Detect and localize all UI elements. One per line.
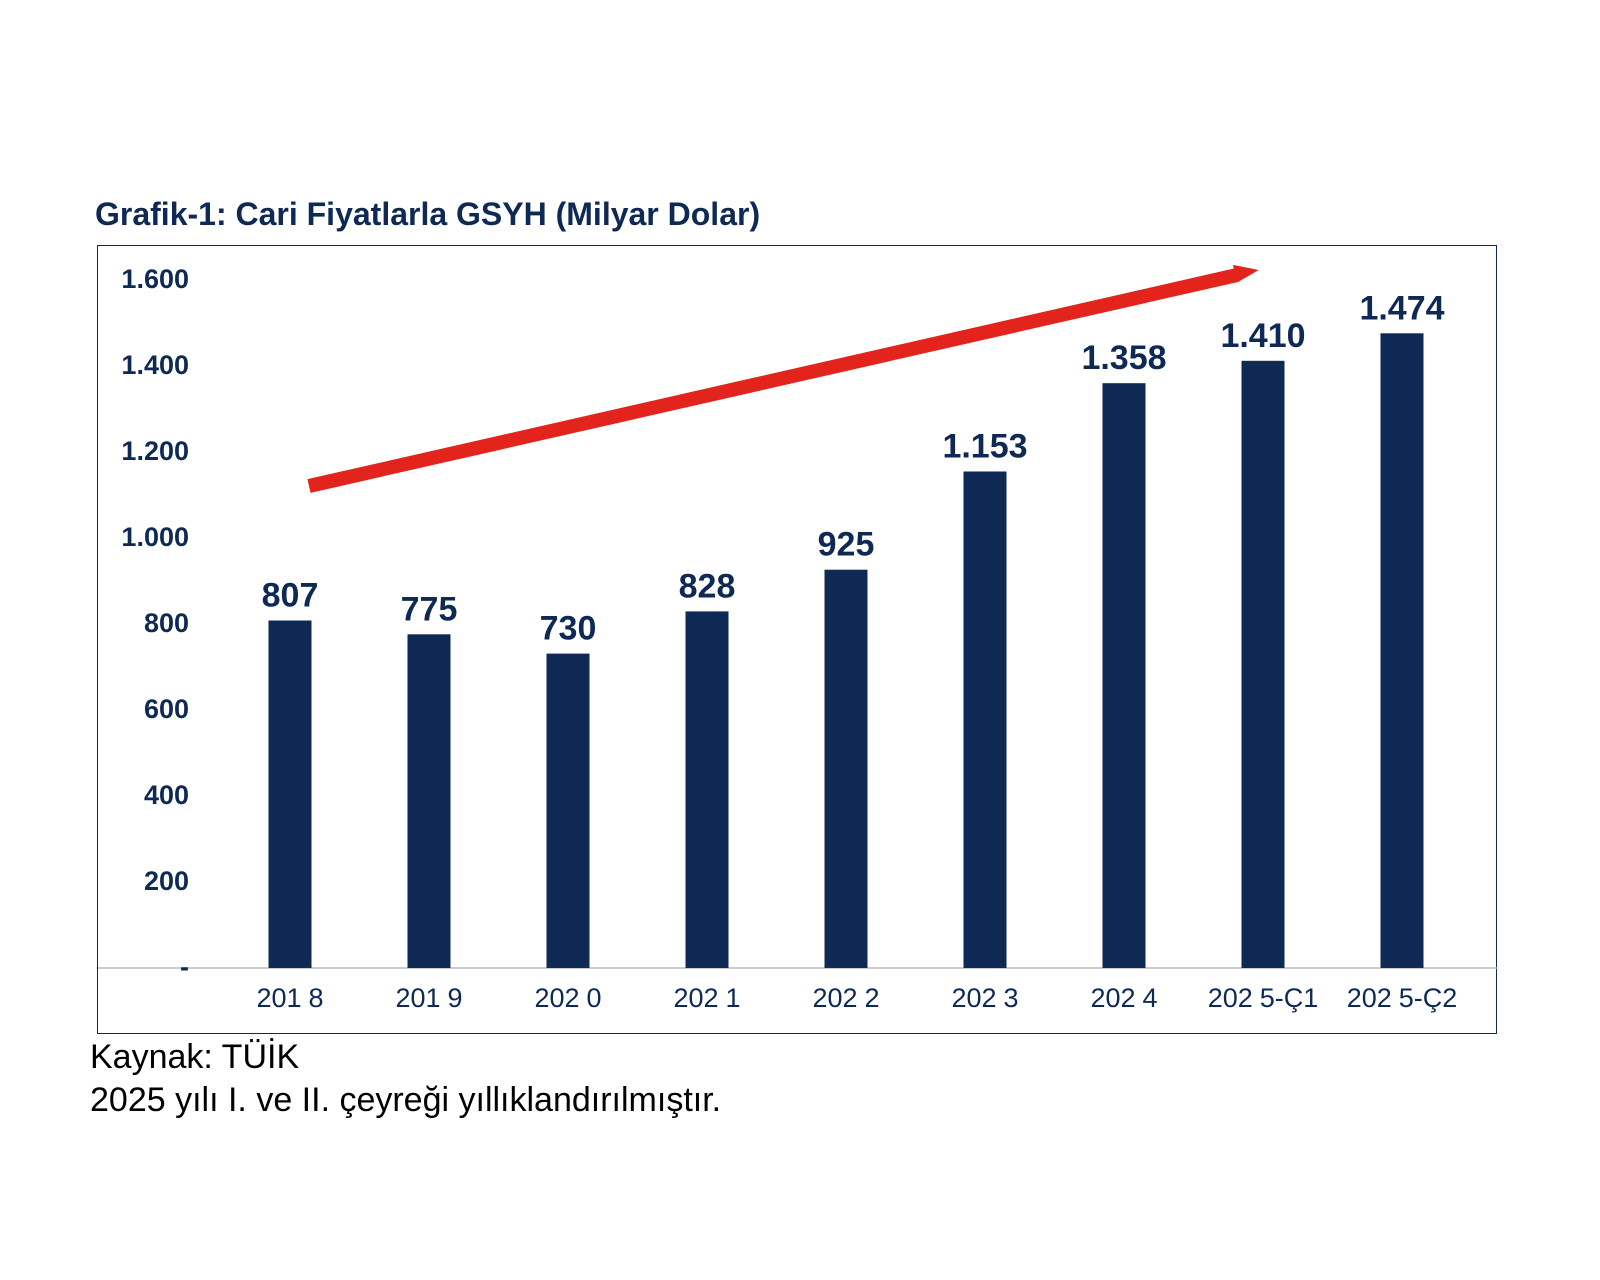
- svg-text:2025-Ç2: 202 5-Ç2: [1347, 983, 1458, 1013]
- svg-text:1.600: 1.600: [121, 264, 189, 294]
- svg-text:730: 730: [540, 610, 597, 648]
- svg-text:1.200: 1.200: [121, 436, 189, 466]
- svg-text:2025-Ç1: 202 5-Ç1: [1208, 983, 1319, 1013]
- svg-text:1.358: 1.358: [1081, 339, 1166, 377]
- svg-text:1.400: 1.400: [121, 350, 189, 380]
- svg-text:400: 400: [144, 780, 189, 810]
- svg-text:807: 807: [262, 577, 319, 615]
- svg-text:600: 600: [144, 694, 189, 724]
- svg-text:800: 800: [144, 608, 189, 638]
- svg-text:-: -: [180, 952, 189, 982]
- svg-text:200: 200: [144, 866, 189, 896]
- svg-text:1.000: 1.000: [121, 522, 189, 552]
- svg-text:828: 828: [679, 567, 736, 605]
- svg-text:925: 925: [818, 526, 875, 564]
- svg-text:775: 775: [401, 590, 458, 628]
- svg-text:1.474: 1.474: [1359, 289, 1444, 327]
- svg-text:1.153: 1.153: [942, 428, 1027, 466]
- svg-text:1.410: 1.410: [1220, 317, 1305, 355]
